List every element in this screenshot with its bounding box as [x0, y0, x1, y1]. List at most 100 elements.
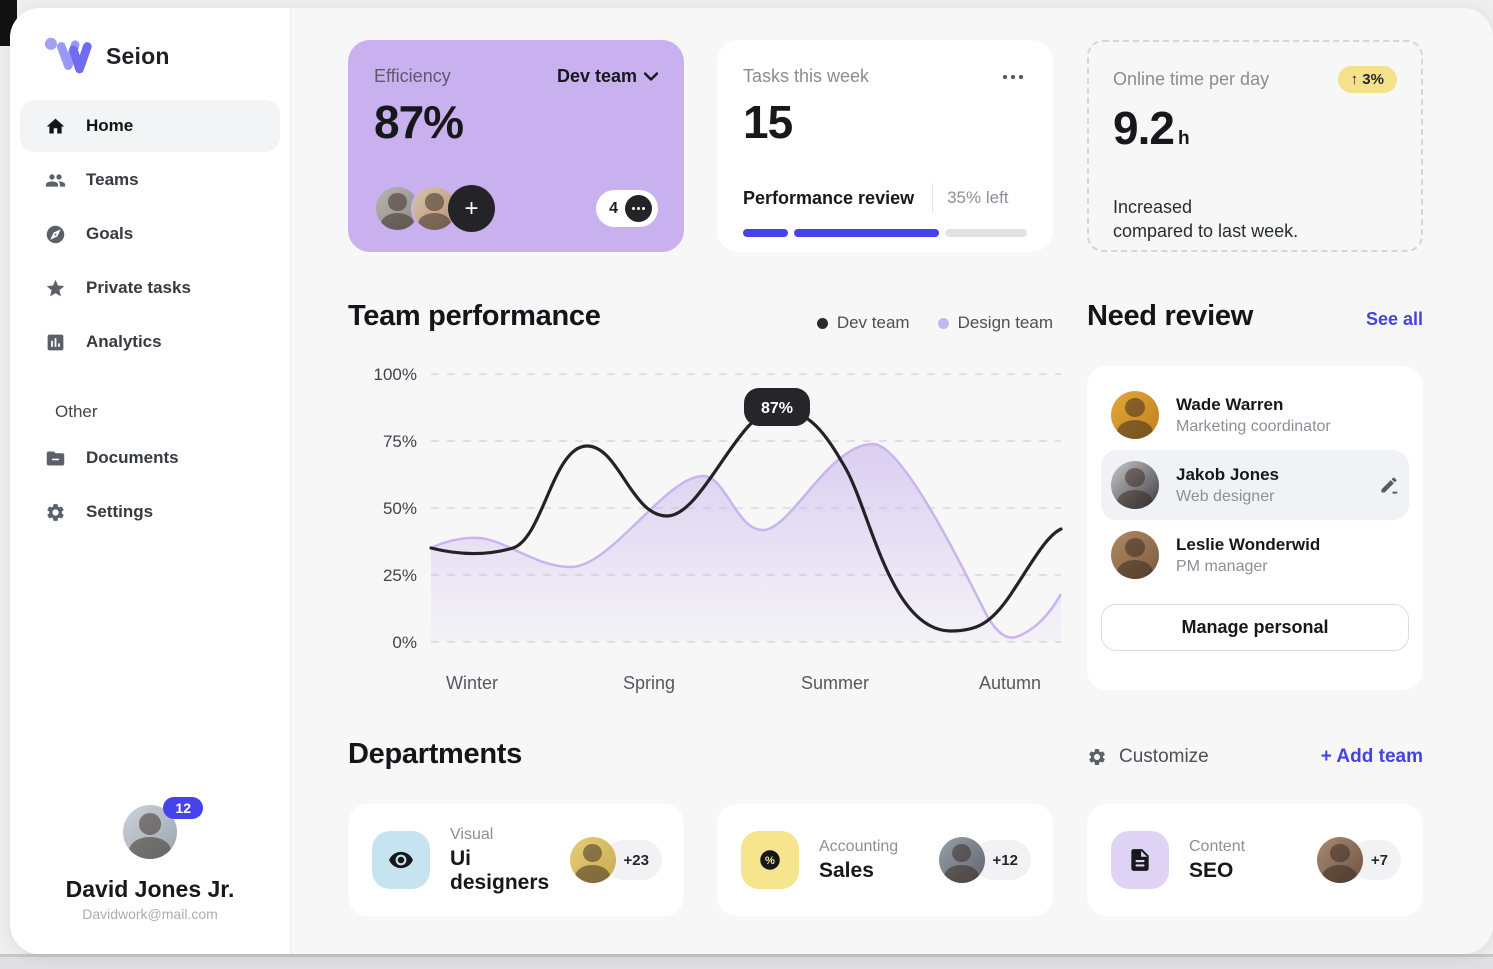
performance-review-label: Performance review	[743, 187, 915, 208]
person-role: PM manager	[1176, 557, 1268, 575]
note-line: compared to last week.	[1113, 221, 1299, 242]
departments-title: Departments	[348, 738, 522, 770]
sidebar-item-teams[interactable]: Teams	[20, 154, 280, 206]
avatar	[1111, 531, 1159, 579]
customize-label: Customize	[1119, 746, 1209, 767]
team-selector-value: Dev team	[556, 66, 637, 86]
chat-bubble-icon	[625, 195, 652, 222]
gear-icon	[1087, 747, 1107, 767]
online-note: Increased compared to last week.	[1113, 195, 1397, 244]
screen-bottom-line	[0, 954, 1493, 957]
team-avatars: +	[374, 185, 495, 232]
need-review-card: Wade Warren Marketing coordinator Jakob …	[1087, 366, 1423, 690]
avatar	[1111, 391, 1159, 439]
avatar	[1316, 837, 1363, 883]
user-profile[interactable]: 12 David Jones Jr. Davidwork@mail.com	[10, 797, 290, 922]
avatar	[374, 185, 421, 232]
person-role: Web designer	[1176, 487, 1275, 505]
avatar	[938, 837, 985, 883]
efficiency-label: Efficiency	[374, 66, 451, 86]
customize-button[interactable]: Customize	[1087, 746, 1209, 768]
member-count-badge: +12	[972, 840, 1031, 880]
design-team-line	[430, 442, 1063, 639]
sidebar: Seion Home Teams	[10, 8, 291, 954]
sidebar-item-label: Teams	[86, 170, 139, 189]
chat-count-pill[interactable]: 4	[596, 190, 658, 227]
review-person-row[interactable]: Wade Warren Marketing coordinator	[1101, 380, 1409, 450]
tooltip-value: 87%	[761, 400, 793, 417]
edit-pencil-icon[interactable]	[1379, 475, 1399, 495]
legend-dev-team[interactable]: Dev team	[816, 313, 910, 333]
remaining-label: 35% left	[947, 188, 1009, 207]
sidebar-section-other: Other	[55, 402, 98, 421]
avatar	[1111, 461, 1159, 509]
sidebar-item-private-tasks[interactable]: Private tasks	[20, 262, 280, 314]
add-team-link[interactable]: + Add team	[1320, 746, 1423, 767]
sidebar-item-goals[interactable]: Goals	[20, 208, 280, 260]
sidebar-item-documents[interactable]: Documents	[20, 432, 280, 484]
add-member-button[interactable]: +	[448, 185, 495, 232]
tasks-progress-bar	[743, 229, 1027, 237]
logo: Seion	[44, 34, 290, 78]
main-content: Efficiency Dev team 87% +	[291, 8, 1493, 954]
gear-icon	[45, 502, 66, 523]
review-person-row[interactable]: Jakob Jones Web designer	[1101, 450, 1409, 520]
screen-bottom-strip	[0, 957, 1493, 969]
home-icon	[45, 116, 66, 137]
chat-count: 4	[609, 199, 618, 217]
person-name: Jakob Jones	[1176, 464, 1279, 484]
department-card-accounting[interactable]: % Accounting Sales +12	[717, 804, 1053, 916]
online-time-card: Online time per day ↑ 3% 9.2 h Increased …	[1087, 40, 1423, 252]
legend-label: Design team	[957, 313, 1053, 332]
more-menu-icon[interactable]	[999, 71, 1027, 83]
note-line: Increased	[1113, 197, 1193, 217]
department-card-content[interactable]: Content SEO +7	[1087, 804, 1423, 916]
department-category: Content	[1189, 837, 1246, 855]
legend-design-team[interactable]: Design team	[937, 313, 1053, 333]
sidebar-nav: Home Teams Goals	[10, 100, 290, 538]
person-role: Marketing coordinator	[1176, 417, 1331, 435]
document-icon	[1111, 831, 1169, 889]
sidebar-item-label: Goals	[86, 224, 134, 243]
need-review-title: Need review	[1087, 300, 1253, 332]
app-window: Seion Home Teams	[10, 8, 1493, 954]
department-category: Visual	[450, 825, 494, 843]
progress-segment	[743, 229, 788, 237]
online-time-label: Online time per day	[1113, 69, 1270, 89]
sidebar-item-home[interactable]: Home	[20, 100, 280, 152]
app-name: Seion	[106, 42, 170, 69]
department-name: Ui designers	[450, 846, 550, 894]
avatar	[411, 185, 458, 232]
chart-tooltip: 87%	[744, 388, 810, 426]
design-team-area	[431, 444, 1061, 642]
person-name: Leslie Wonderwid	[1176, 534, 1321, 554]
folder-icon	[45, 448, 66, 469]
star-icon	[45, 278, 66, 299]
online-hours: 9.2	[1113, 102, 1175, 154]
member-count-badge: +23	[603, 840, 662, 880]
sidebar-item-label: Private tasks	[86, 278, 191, 297]
department-category: Accounting	[819, 837, 899, 855]
manage-personal-button[interactable]: Manage personal	[1101, 604, 1409, 651]
chart-legend: Dev team Design team	[717, 313, 1053, 333]
online-time-value: 9.2 h	[1113, 101, 1397, 155]
department-name: SEO	[1189, 858, 1234, 882]
sidebar-item-analytics[interactable]: Analytics	[20, 316, 280, 368]
efficiency-value: 87%	[374, 96, 464, 148]
see-all-link[interactable]: See all	[1365, 309, 1423, 329]
sidebar-item-label: Home	[86, 116, 134, 135]
efficiency-card: Efficiency Dev team 87% +	[348, 40, 684, 252]
review-person-row[interactable]: Leslie Wonderwid PM manager	[1101, 520, 1409, 590]
avatar	[569, 837, 616, 883]
profile-name: David Jones Jr.	[65, 876, 235, 902]
team-selector-dropdown[interactable]: Dev team	[557, 66, 658, 87]
sidebar-item-settings[interactable]: Settings	[20, 486, 280, 538]
department-card-visual[interactable]: Visual Ui designers +23	[348, 804, 684, 916]
progress-segment	[793, 229, 940, 237]
notification-badge: 12	[163, 797, 203, 819]
legend-dot	[816, 317, 828, 329]
percent-badge-icon: %	[741, 831, 799, 889]
y-tick: 0%	[392, 633, 417, 652]
x-tick: Spring	[623, 673, 675, 693]
